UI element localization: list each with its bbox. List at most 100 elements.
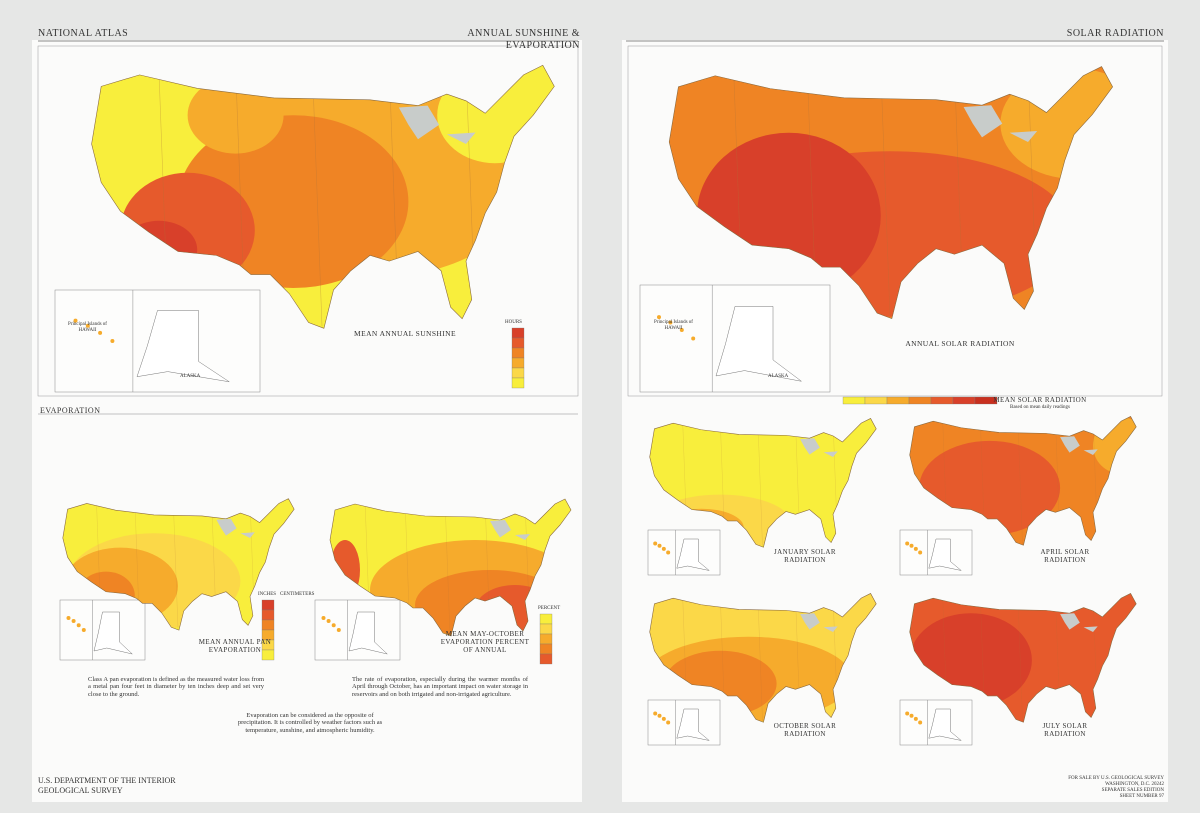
outline [909, 593, 1137, 723]
frame [37, 45, 579, 397]
hawaii-island [657, 543, 662, 548]
footer-agency: GEOLOGICAL SURVEY [38, 786, 123, 795]
frame [627, 45, 1163, 397]
inset-label: Principal Islands of HAWAII [654, 320, 693, 331]
legend-swatch [261, 609, 275, 621]
header: ANNUAL SUNSHINE & EVAPORATION [467, 28, 580, 51]
legend-swatch [511, 337, 525, 349]
footer-sale: WASHINGTON, D.C. 20242 [1105, 782, 1164, 787]
header: SOLAR RADIATION [1066, 28, 1164, 39]
outline [91, 64, 555, 329]
state-line [312, 67, 323, 327]
outline [668, 66, 1113, 320]
map-title: JULY SOLAR RADIATION [1042, 722, 1088, 739]
footer-agency: U.S. DEPARTMENT OF THE INTERIOR [38, 776, 176, 785]
hawaii-island [918, 720, 923, 725]
great-lakes [398, 105, 476, 144]
legend-note: Based on mean daily readings [1010, 405, 1070, 410]
alaska [928, 538, 962, 571]
legend-swatch [539, 653, 553, 665]
inset-label: ALASKA [768, 374, 789, 379]
paragraph: The rate of evaporation, especially duri… [352, 676, 528, 698]
great-lakes [216, 518, 255, 538]
legend-swatch [511, 377, 525, 389]
state-line [757, 594, 763, 722]
alaska [676, 708, 710, 741]
footer-sale: SHEET NUMBER 97 [1119, 794, 1164, 799]
hawaii-island [85, 323, 90, 328]
legend-swatch [511, 347, 525, 359]
legend-swatch [539, 623, 553, 635]
great-lakes [1060, 436, 1098, 455]
legend-swatch [886, 396, 910, 405]
state-line [173, 499, 179, 630]
state-line [757, 419, 763, 547]
map-title: MEAN ANNUAL PAN EVAPORATION [198, 638, 272, 655]
legend-title: CENTIMETERS [280, 592, 315, 597]
inset-label: ALASKA [180, 374, 201, 379]
outline [909, 416, 1137, 546]
legend-swatch [511, 367, 525, 379]
state-line [880, 68, 891, 317]
footer-sale: FOR SALE BY U.S. GEOLOGICAL SURVEY [1068, 776, 1164, 781]
hawaii-island [326, 619, 331, 623]
alaska [93, 611, 134, 655]
hawaii-island [110, 339, 115, 343]
hawaii-island [905, 711, 910, 716]
legend-swatch [842, 396, 866, 405]
hawaii-island [679, 327, 684, 332]
legend-swatch [539, 643, 553, 655]
map-title: ANNUAL SOLAR RADIATION [905, 339, 1015, 348]
legend-title: INCHES [258, 592, 277, 597]
map-title: JANUARY SOLAR RADIATION [774, 548, 836, 565]
legend-swatch [261, 599, 275, 611]
hawaii-island [653, 541, 658, 546]
map-title: MEAN MAY-OCTOBER EVAPORATION PERCENT OF … [440, 630, 530, 655]
hawaii-island [913, 716, 918, 721]
hawaii-island [657, 315, 661, 320]
hawaii-island [76, 623, 81, 628]
hawaii-island [657, 713, 662, 718]
hawaii-island [321, 616, 326, 620]
legend-swatch [974, 396, 998, 405]
outline [649, 418, 877, 548]
legend-title: MEAN SOLAR RADIATION [993, 396, 1087, 404]
hawaii-island [666, 720, 671, 725]
legend-swatch [952, 396, 976, 405]
hawaii-island [653, 711, 658, 716]
hawaii-island [331, 623, 336, 628]
hawaii-island [98, 330, 103, 335]
hawaii-island [661, 546, 666, 551]
hawaii-island [909, 543, 914, 548]
hawaii-island [905, 541, 910, 546]
legend-swatch [908, 396, 932, 405]
legend-swatch [864, 396, 888, 405]
state-line [1017, 594, 1023, 722]
great-lakes [490, 520, 530, 540]
hawaii-island [661, 716, 666, 721]
state-line [444, 499, 451, 636]
great-lakes [800, 438, 838, 457]
inset-label: Principal Islands of HAWAII [68, 322, 107, 333]
paragraph: Class A pan evaporation is defined as th… [88, 676, 264, 698]
header: NATIONAL ATLAS [38, 28, 129, 39]
outline [649, 593, 877, 723]
hawaii-island [666, 550, 671, 555]
hawaii-island [909, 713, 914, 718]
legend-swatch [261, 649, 275, 661]
legend-title: HOURS [505, 320, 522, 325]
alaska [715, 306, 802, 382]
hawaii-island [913, 546, 918, 551]
hawaii-island [918, 550, 923, 555]
map-title: MEAN ANNUAL SUNSHINE [354, 329, 456, 338]
map-title: APRIL SOLAR RADIATION [1040, 548, 1090, 565]
alaska [928, 708, 962, 741]
paragraph: Evaporation can be considered as the opp… [237, 712, 383, 734]
great-lakes [963, 105, 1038, 142]
hawaii-island [336, 628, 341, 632]
alaska [676, 538, 710, 571]
legend-swatch [511, 327, 525, 339]
great-lakes [800, 613, 838, 632]
alaska [348, 611, 389, 655]
